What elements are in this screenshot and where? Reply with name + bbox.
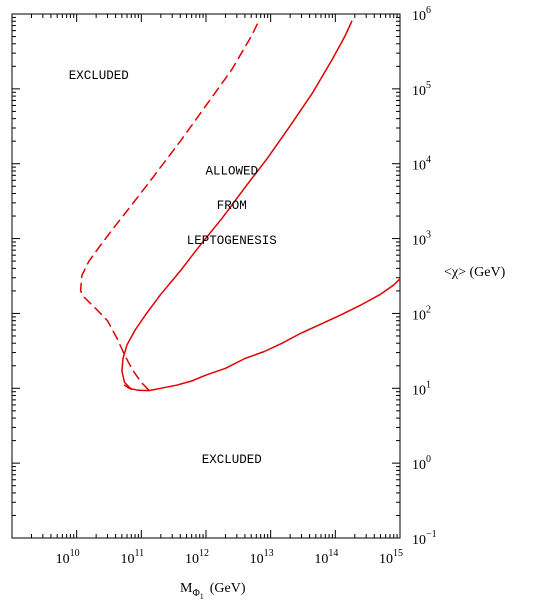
x-axis-label-sub: Φ <box>192 588 199 599</box>
region-label: EXCLUDED <box>69 69 129 83</box>
y-tick-label: 105 <box>412 80 431 99</box>
x-tick-label-base: 10 <box>314 552 328 567</box>
y-tick-label-base: 10 <box>412 458 426 473</box>
data-series <box>79 20 401 392</box>
region-label: LEPTOGENESIS <box>187 234 277 248</box>
y-tick-label: 104 <box>412 155 431 174</box>
y-tick-label-base: 10 <box>412 84 426 99</box>
series-curve-1 <box>79 20 260 391</box>
y-tick-label-base: 10 <box>412 159 426 174</box>
y-tick-label-base: 10 <box>412 533 426 548</box>
y-tick-label: 101 <box>412 379 431 398</box>
x-tick-label: 1011 <box>121 548 145 567</box>
y-tick-label: 103 <box>412 230 431 249</box>
x-tick-label-base: 10 <box>56 552 70 567</box>
y-tick-label: 100 <box>412 454 431 473</box>
y-tick-label-exponent: 1 <box>426 379 431 390</box>
x-axis-label-main: M <box>180 581 193 596</box>
y-tick-label-exponent: 5 <box>426 80 431 91</box>
y-tick-label-exponent: 2 <box>426 304 431 315</box>
region-label: FROM <box>217 199 247 213</box>
y-tick-label-exponent: 3 <box>426 230 431 241</box>
x-tick-label-base: 10 <box>121 552 135 567</box>
tick-labels: 1010 1011 1012 1013 1014 101510−1100101102103… <box>56 5 437 567</box>
x-tick-label-exponent: 13 <box>264 548 274 559</box>
region-label: EXCLUDED <box>202 453 262 467</box>
x-axis-label-subsub: 1 <box>200 592 204 601</box>
y-tick-label-base: 10 <box>412 383 426 398</box>
x-axis-label-unit: (GeV) <box>210 581 246 596</box>
x-tick-label: 1012 <box>185 548 209 567</box>
x-tick-label-exponent: 14 <box>328 548 338 559</box>
y-tick-label: 102 <box>412 304 431 323</box>
axis-ticks <box>11 14 400 539</box>
region-annotations: EXCLUDED ALLOWED FROM LEPTOGENESIS EXCLUDED <box>69 69 277 467</box>
y-tick-label-exponent: −1 <box>426 529 437 540</box>
y-tick-label-base: 10 <box>412 9 426 24</box>
y-tick-label-exponent: 4 <box>426 155 431 166</box>
y-tick-label-base: 10 <box>412 308 426 323</box>
x-tick-label-exponent: 15 <box>393 548 403 559</box>
y-tick-label-exponent: 6 <box>426 5 431 16</box>
series-curve-2 <box>121 20 353 391</box>
x-tick-label-base: 10 <box>379 552 393 567</box>
x-axis-label: MΦ1 (GeV) <box>180 581 246 601</box>
y-tick-label: 10−1 <box>412 529 437 548</box>
y-axis-label: <χ> (GeV) <box>444 265 506 280</box>
y-tick-label-base: 10 <box>412 234 426 249</box>
x-tick-label: 1015 <box>379 548 403 567</box>
x-tick-label-exponent: 10 <box>70 548 80 559</box>
x-tick-label: 1010 <box>56 548 80 567</box>
y-tick-label-exponent: 0 <box>426 454 431 465</box>
x-tick-label-base: 10 <box>185 552 199 567</box>
x-tick-label-base: 10 <box>250 552 264 567</box>
x-tick-label: 1013 <box>250 548 274 567</box>
y-tick-label: 106 <box>412 5 431 24</box>
x-tick-label: 1014 <box>314 548 338 567</box>
x-tick-label-exponent: 11 <box>135 548 145 559</box>
region-label: ALLOWED <box>205 164 258 178</box>
x-tick-label-exponent: 12 <box>199 548 209 559</box>
series-curve-3 <box>123 278 401 392</box>
